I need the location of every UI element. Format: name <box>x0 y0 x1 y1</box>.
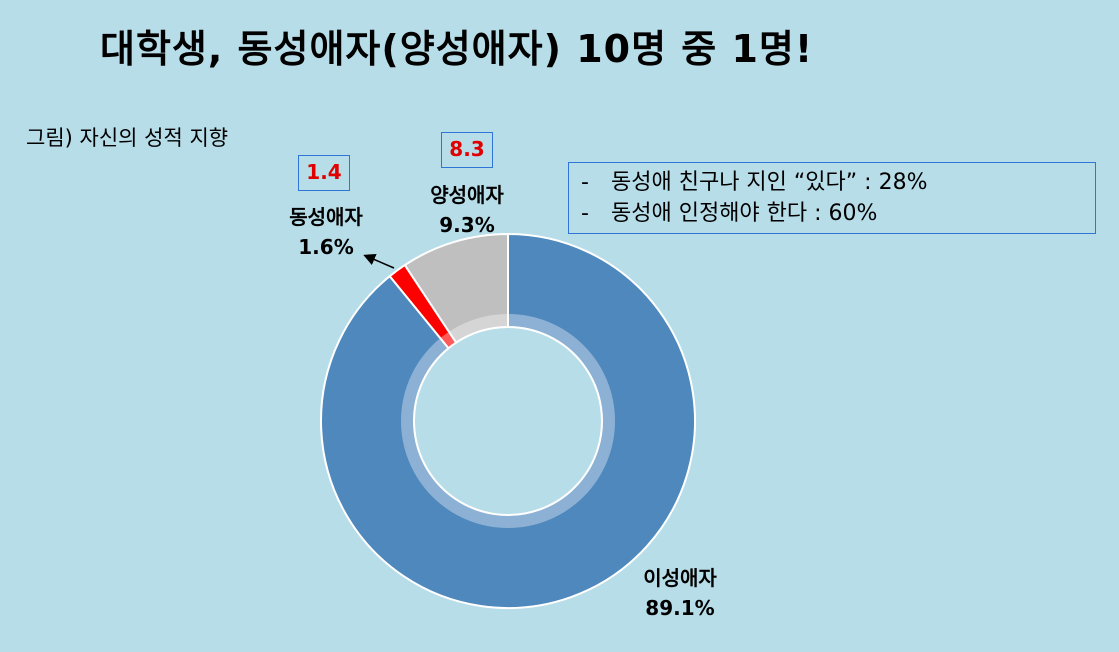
bisexual-value-box: 8.3 <box>441 132 493 168</box>
slice-name-bisexual: 양성애자 <box>430 183 504 207</box>
donut-slices <box>320 232 696 609</box>
slice-label-homosexual: 동성애자 1.6% <box>266 202 386 262</box>
slice-value-bisexual: 9.3% <box>439 213 495 237</box>
info-text-approve: 동성애 인정해야 한다 : 60% <box>611 201 878 226</box>
slice-label-heterosexual: 이성애자 89.1% <box>620 563 740 623</box>
figure-caption: 그림) 자신의 성적 지향 <box>26 126 229 150</box>
slide-title: 대학생, 동성애자(양성애자) 10명 중 1명! <box>100 27 814 71</box>
slice-value-heterosexual: 89.1% <box>645 596 715 620</box>
slice-name-heterosexual: 이성애자 <box>643 566 717 590</box>
slice-name-homosexual: 동성애자 <box>289 205 363 229</box>
homosexual-leader-line <box>363 254 395 269</box>
inner-ring <box>401 314 615 528</box>
info-box: - 동성애 친구나 지인 “있다” : 28% - 동성애 인정해야 한다 : 60… <box>568 162 1096 234</box>
info-text-friends: 동성애 친구나 지인 “있다” : 28% <box>611 170 928 195</box>
slice-value-homosexual: 1.6% <box>298 235 354 259</box>
donut-slice-bisexual <box>403 232 509 344</box>
info-line-friends: - 동성애 친구나 지인 “있다” : 28% <box>581 167 1083 198</box>
info-line-approve: - 동성애 인정해야 한다 : 60% <box>581 198 1083 229</box>
bullet-dash: - <box>581 170 589 195</box>
homosexual-value-box: 1.4 <box>298 155 350 191</box>
donut-slice-heterosexual <box>320 232 696 609</box>
slice-label-bisexual: 양성애자 9.3% <box>407 180 527 240</box>
bullet-dash: - <box>581 201 589 226</box>
